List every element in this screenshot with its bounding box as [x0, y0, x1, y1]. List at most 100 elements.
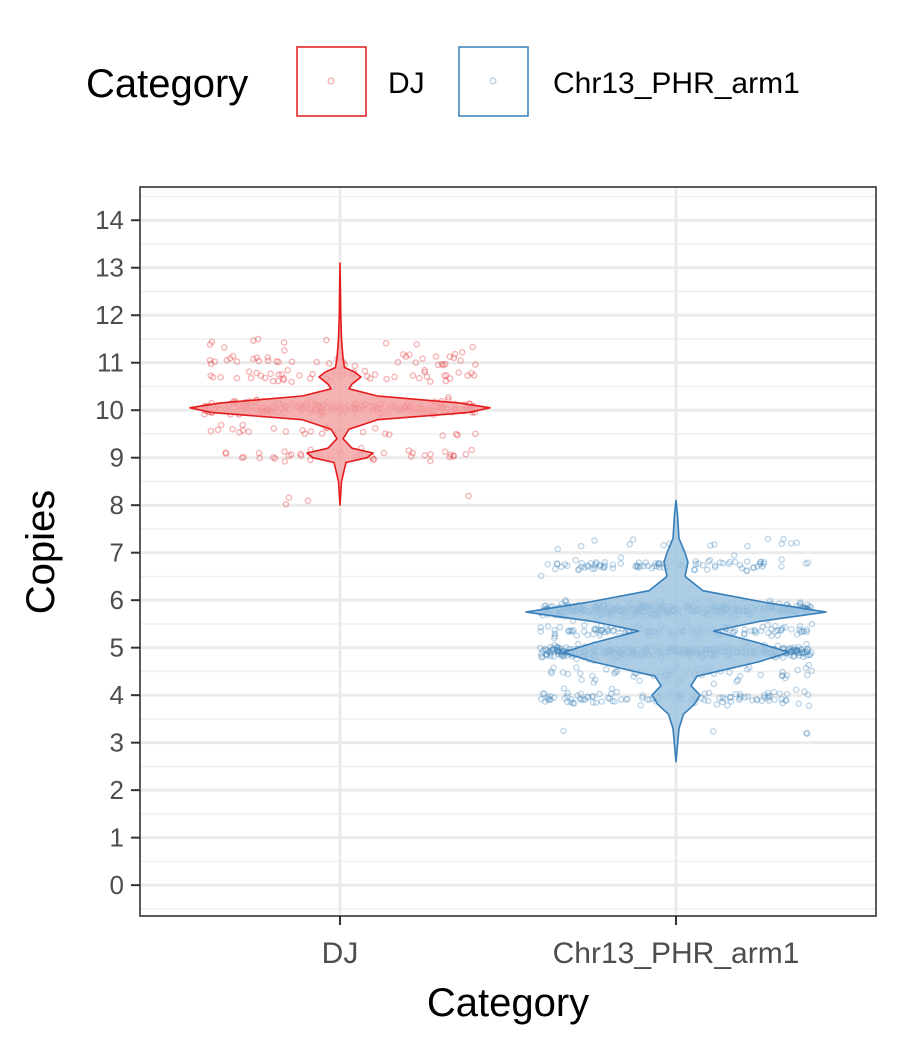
data-point: [622, 696, 630, 703]
data-point: [280, 375, 288, 382]
data-point: [772, 628, 779, 635]
data-point: [539, 654, 546, 661]
data-point: [713, 701, 721, 708]
data-point: [538, 653, 545, 660]
data-point: [793, 686, 800, 694]
data-point: [383, 375, 390, 383]
data-point: [301, 430, 309, 438]
legend-entry-chr13: Chr13_PHR_arm1: [458, 46, 800, 117]
violins: [189, 262, 827, 763]
data-point: [707, 542, 714, 549]
data-point: [217, 421, 225, 429]
data-point: [366, 375, 374, 382]
data-point: [455, 369, 463, 376]
legend-key-chr13: [458, 46, 529, 117]
data-point: [691, 566, 699, 573]
data-point: [604, 694, 612, 702]
data-point: [553, 647, 561, 655]
data-point: [796, 623, 804, 630]
data-point: [760, 558, 768, 566]
data-point: [584, 563, 592, 570]
data-point: [576, 670, 584, 677]
data-point: [601, 559, 609, 566]
data-point: [542, 645, 549, 653]
data-point: [747, 627, 755, 635]
plot-panel: [139, 186, 877, 917]
data-point: [468, 446, 476, 454]
data-point: [656, 564, 663, 571]
data-point: [794, 649, 801, 657]
data-point: [800, 628, 808, 635]
data-point: [426, 378, 434, 385]
data-point: [563, 692, 571, 700]
data-point: [575, 640, 582, 648]
data-point: [452, 430, 460, 438]
data-point: [547, 668, 555, 675]
data-point: [570, 700, 578, 707]
grid-major: [140, 187, 876, 916]
data-point: [546, 648, 554, 655]
data-point: [744, 693, 752, 700]
data-point: [779, 699, 786, 707]
data-point: [560, 653, 568, 660]
data-point: [584, 631, 592, 639]
data-point: [391, 373, 398, 381]
data-point: [761, 694, 768, 701]
data-point: [601, 628, 609, 636]
data-point: [743, 558, 751, 565]
data-point: [412, 359, 420, 366]
data-point: [804, 601, 811, 609]
data-point: [760, 560, 767, 568]
data-point: [751, 628, 758, 635]
data-point: [541, 698, 549, 705]
data-point: [648, 564, 656, 572]
data-point: [543, 652, 551, 660]
data-point: [650, 562, 658, 570]
data-point: [726, 558, 734, 566]
data-point: [786, 651, 794, 659]
panel-border: [139, 186, 877, 917]
y-tick-label: 13: [95, 253, 124, 283]
data-point: [439, 432, 447, 439]
data-point: [596, 561, 604, 569]
data-point: [637, 563, 644, 570]
data-point: [626, 541, 634, 548]
data-point: [778, 696, 786, 703]
data-point: [579, 696, 587, 704]
data-point: [539, 690, 547, 698]
data-point: [570, 626, 577, 634]
data-point: [789, 647, 797, 655]
violin-chr13: [525, 499, 827, 763]
data-point: [446, 375, 454, 382]
data-point: [779, 668, 786, 676]
data-point: [402, 353, 410, 360]
data-point: [577, 696, 585, 703]
data-point: [580, 628, 588, 635]
data-point: [803, 640, 810, 648]
data-point: [440, 361, 447, 369]
data-point: [543, 646, 550, 654]
data-point: [555, 648, 563, 656]
data-point: [409, 372, 417, 379]
data-point: [267, 370, 275, 378]
data-point: [588, 672, 596, 680]
data-point: [743, 567, 750, 575]
data-point: [639, 694, 646, 702]
data-point: [223, 356, 231, 364]
data-point: [764, 694, 771, 702]
x-axis-title: Category: [427, 981, 589, 1025]
data-point: [629, 536, 637, 543]
data-point: [597, 563, 604, 570]
data-point: [206, 341, 214, 348]
data-point: [749, 696, 756, 704]
legend-label-chr13: Chr13_PHR_arm1: [553, 67, 800, 100]
data-point: [617, 554, 625, 561]
data-point: [537, 628, 545, 635]
data-point: [660, 541, 667, 549]
data-point: [731, 627, 739, 634]
data-point: [253, 369, 260, 377]
data-point: [591, 565, 598, 572]
data-point: [808, 620, 816, 628]
data-point: [578, 676, 585, 684]
legend-key-chr13-point: [489, 77, 497, 85]
